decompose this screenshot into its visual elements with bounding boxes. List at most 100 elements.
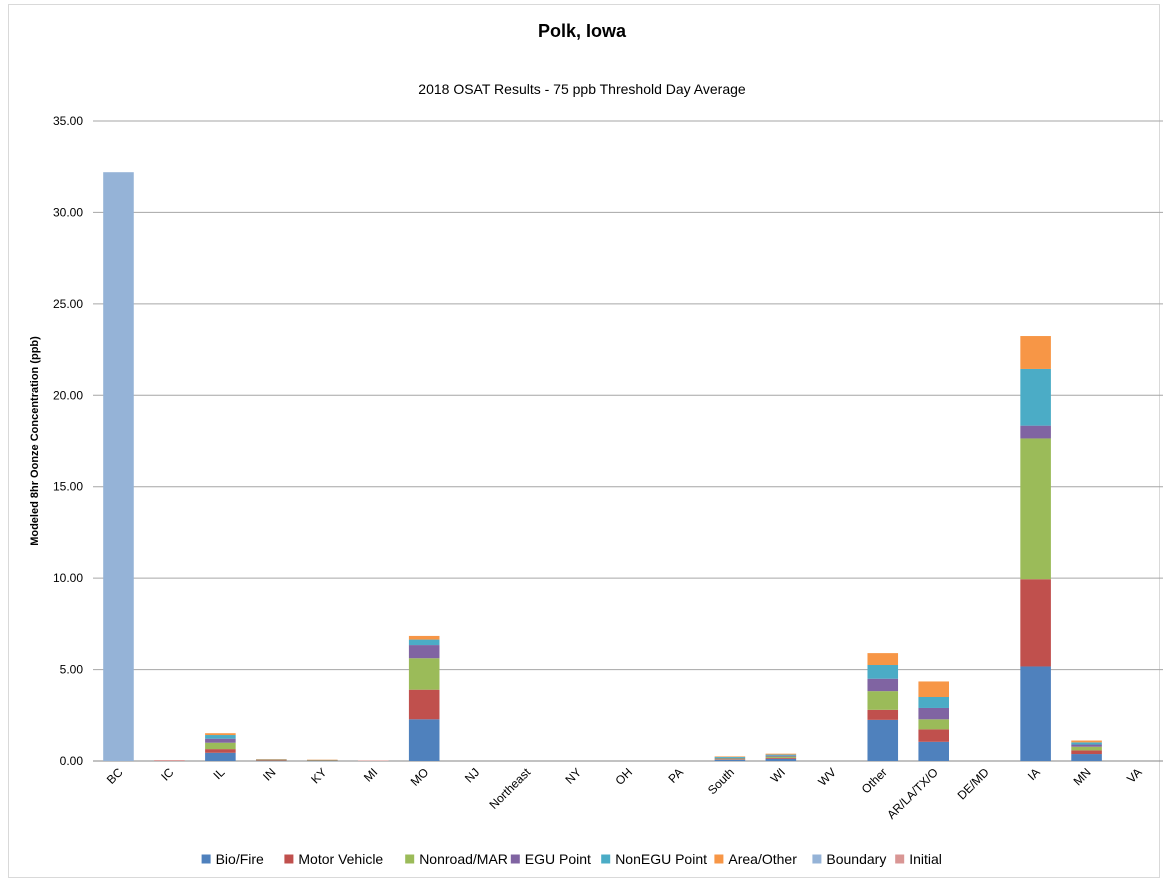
x-tick-label: AR/LA/TX/O [884,765,941,822]
bar-segment [408,645,440,659]
x-tick-label: WI [768,765,788,785]
legend-swatch [201,854,211,864]
bar-segment [765,756,797,758]
legend-swatch [714,854,724,864]
x-tick-label: KY [308,765,329,786]
bar-segment [256,760,287,761]
x-tick-label: Northeast [487,765,534,812]
bar-segment [714,759,746,760]
x-tick-label: WV [815,765,839,789]
legend-swatch [812,854,822,864]
y-tick-label: 25.00 [53,297,83,311]
legend-swatch [284,854,294,864]
bar-segment [1020,368,1051,426]
bar-segment [205,735,236,739]
bar-segment [765,758,797,761]
bar-segment [408,658,440,690]
y-tick-label: 15.00 [53,480,83,494]
bar-segment [205,752,236,761]
x-tick-label: NJ [462,765,482,785]
bar-segment [408,639,440,646]
bar-segment [1020,336,1051,369]
bar-segment [867,678,899,692]
bar-segment [765,754,797,756]
x-tick-label: MN [1071,765,1094,788]
bar-segment [408,719,440,761]
legend-entry: Boundary [826,851,886,867]
legend-entry: Nonroad/MAR [419,851,508,867]
bar-segment [714,756,746,758]
legend-swatch [895,854,905,864]
bar-segment [1071,754,1102,761]
bar-segment [765,753,797,755]
bar-segment [408,635,440,640]
chart-title: Polk, Iowa [538,21,627,41]
bar-segment [205,738,236,743]
bar-segment [256,760,287,761]
bar-segment [867,665,899,679]
bar-segment [256,759,287,761]
bars [103,172,1102,762]
gridlines [93,120,1163,762]
bar-segment [103,172,134,761]
y-tick-label: 35.00 [53,114,83,128]
legend-swatch [510,854,520,864]
bar-segment [714,756,746,757]
bar-segment [918,681,949,697]
chart-subtitle: 2018 OSAT Results - 75 ppb Threshold Day… [418,81,746,97]
x-axis-ticks: BC IC IL IN KY MI MO NJ Northeast NY OH PA South WI WV… [104,765,1145,822]
bar-segment [765,757,797,759]
bar-segment [765,755,797,757]
x-tick-label: NY [562,765,584,787]
legend-entry: Motor Vehicle [298,851,383,867]
legend-entry: NonEGU Point [615,851,707,867]
x-tick-label: Other [859,765,890,796]
x-tick-label: IC [158,765,177,784]
y-tick-label: 30.00 [53,205,83,219]
bar-segment [1020,666,1051,761]
bar-segment [714,757,746,759]
bar-segment [918,741,949,761]
x-tick-label: PA [665,765,686,786]
x-tick-label: South [705,765,737,797]
y-tick-label: 0.00 [60,754,84,768]
chart-frame [8,4,1160,878]
x-tick-label: OH [612,765,635,788]
bar-segment [205,749,236,753]
bar-segment [1071,750,1102,755]
bar-segment [918,707,949,720]
bar-segment [867,709,899,720]
x-tick-label: VA [1124,765,1145,786]
bar-segment [408,689,440,720]
bar-segment [1020,438,1051,580]
bar-segment [1071,742,1102,745]
legend-entry: Bio/Fire [216,851,264,867]
bar-segment [205,742,236,750]
x-tick-label: MO [408,765,432,789]
bar-segment [154,760,185,761]
x-tick-label: DE/MD [955,765,992,802]
bar-segment [714,758,746,760]
x-tick-label: IA [1025,765,1043,783]
legend-entry: EGU Point [525,851,591,867]
legend-entry: Initial [909,851,942,867]
bar-segment [1071,744,1102,747]
bar-segment [918,697,949,708]
y-axis-ticks: 0.00 5.00 10.00 15.00 20.00 25.00 30.00 35.00 [53,114,83,768]
bar-segment [867,691,899,710]
bar-segment [1020,425,1051,439]
bar-segment [1071,740,1102,743]
y-tick-label: 10.00 [53,571,83,585]
x-tick-label: IN [260,765,278,783]
bar-segment [918,729,949,742]
bar-segment [714,759,746,761]
y-tick-label: 5.00 [60,663,84,677]
bar-segment [357,760,389,761]
x-tick-label: IL [211,765,228,782]
legend-swatch [405,854,415,864]
bar-segment [205,733,236,736]
legend: Bio/Fire Motor Vehicle Nonroad/MAR EGU Poin… [201,851,942,867]
bar-segment [256,759,287,760]
legend-swatch [601,854,611,864]
